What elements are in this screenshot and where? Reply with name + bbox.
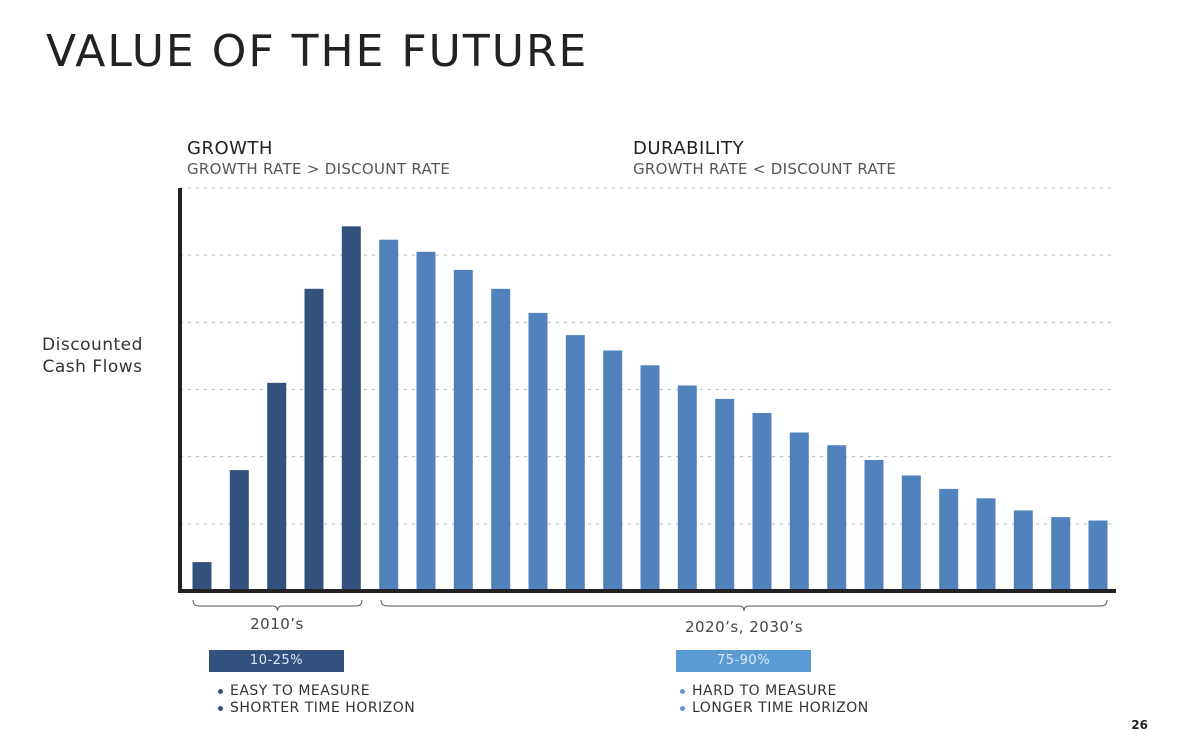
- bar-durability: [1088, 520, 1108, 591]
- bar-growth: [267, 382, 287, 591]
- bar-durability: [603, 350, 623, 591]
- list-item: LONGER TIME HORIZON: [680, 700, 869, 717]
- bar-durability: [901, 475, 921, 591]
- y-axis-label: Discounted Cash Flows: [42, 335, 143, 377]
- bar-durability: [789, 432, 809, 591]
- bar-durability: [976, 498, 996, 591]
- bullet-dot-icon: [680, 706, 685, 711]
- bullet-text: SHORTER TIME HORIZON: [230, 700, 416, 716]
- bullet-dot-icon: [218, 706, 223, 711]
- bar-durability: [453, 269, 473, 591]
- late-period-label: 2020’s, 2030’s: [684, 618, 804, 636]
- bar-durability: [752, 413, 772, 591]
- period-braces: [192, 599, 1108, 612]
- bullet-dot-icon: [218, 689, 223, 694]
- list-item: EASY TO MEASURE: [218, 683, 415, 700]
- list-item: HARD TO MEASURE: [680, 683, 869, 700]
- early-period-brace: [192, 599, 363, 612]
- bar-durability: [715, 398, 735, 591]
- bar-durability: [1013, 510, 1033, 591]
- bar-durability: [939, 488, 959, 591]
- bar-durability: [379, 239, 399, 591]
- page-title: VALUE OF THE FUTURE: [46, 26, 589, 77]
- page-number: 26: [1131, 718, 1148, 732]
- bullet-dot-icon: [680, 689, 685, 694]
- bar-growth: [192, 562, 212, 591]
- bullet-text: LONGER TIME HORIZON: [692, 700, 869, 716]
- early-share-badge: 10-25%: [209, 650, 344, 672]
- bar-durability: [565, 335, 585, 591]
- bar-durability: [528, 312, 548, 591]
- bar-durability: [416, 251, 436, 592]
- bar-durability: [640, 365, 660, 591]
- late-share-badge: 75-90%: [676, 650, 811, 672]
- bar-durability: [864, 460, 884, 591]
- durability-heading: DURABILITY: [633, 138, 745, 159]
- durability-subheading: GROWTH RATE < DISCOUNT RATE: [633, 160, 897, 178]
- bar-durability: [677, 385, 697, 591]
- list-item: SHORTER TIME HORIZON: [218, 700, 415, 717]
- bullet-text: EASY TO MEASURE: [230, 683, 371, 699]
- growth-heading: GROWTH: [187, 138, 273, 159]
- bullet-text: HARD TO MEASURE: [692, 683, 837, 699]
- axes: [178, 188, 1116, 593]
- early-bullet-list: EASY TO MEASURE SHORTER TIME HORIZON: [218, 683, 415, 717]
- bar-growth: [229, 470, 249, 591]
- bar-growth: [341, 226, 361, 592]
- bar-durability: [1051, 517, 1071, 591]
- bar-durability: [491, 288, 511, 592]
- bar-growth: [304, 288, 324, 592]
- late-period-brace: [380, 599, 1108, 612]
- bar-series: [192, 226, 1108, 592]
- growth-subheading: GROWTH RATE > DISCOUNT RATE: [187, 160, 451, 178]
- early-period-label: 2010’s: [250, 615, 304, 633]
- late-bullet-list: HARD TO MEASURE LONGER TIME HORIZON: [680, 683, 869, 717]
- bar-durability: [827, 445, 847, 591]
